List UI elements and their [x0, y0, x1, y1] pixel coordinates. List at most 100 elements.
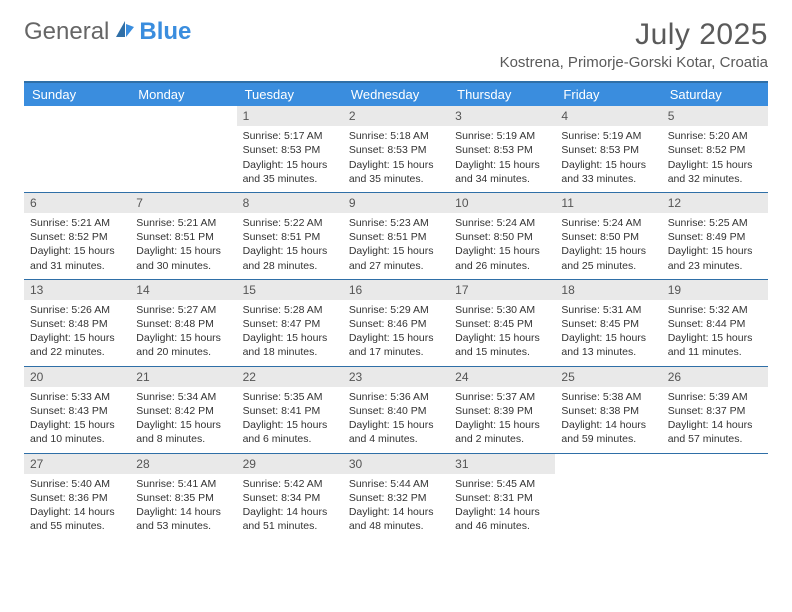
- sunset-line: Sunset: 8:50 PM: [561, 230, 655, 244]
- sunrise-line: Sunrise: 5:20 AM: [668, 129, 762, 143]
- daylight-line: Daylight: 15 hours and 4 minutes.: [349, 418, 443, 446]
- day-cell: 25Sunrise: 5:38 AMSunset: 8:38 PMDayligh…: [555, 367, 661, 453]
- day-number: 25: [555, 367, 661, 387]
- day-cell: 22Sunrise: 5:35 AMSunset: 8:41 PMDayligh…: [237, 367, 343, 453]
- day-cell: 7Sunrise: 5:21 AMSunset: 8:51 PMDaylight…: [130, 193, 236, 279]
- sunset-line: Sunset: 8:46 PM: [349, 317, 443, 331]
- sunset-line: Sunset: 8:45 PM: [561, 317, 655, 331]
- day-number: 26: [662, 367, 768, 387]
- day-number: 15: [237, 280, 343, 300]
- day-number: 31: [449, 454, 555, 474]
- day-cell: 3Sunrise: 5:19 AMSunset: 8:53 PMDaylight…: [449, 106, 555, 192]
- daylight-line: Daylight: 14 hours and 48 minutes.: [349, 505, 443, 533]
- day-cell: 4Sunrise: 5:19 AMSunset: 8:53 PMDaylight…: [555, 106, 661, 192]
- sunrise-line: Sunrise: 5:21 AM: [136, 216, 230, 230]
- sunset-line: Sunset: 8:49 PM: [668, 230, 762, 244]
- day-cell: 5Sunrise: 5:20 AMSunset: 8:52 PMDaylight…: [662, 106, 768, 192]
- day-cell: 16Sunrise: 5:29 AMSunset: 8:46 PMDayligh…: [343, 280, 449, 366]
- sunrise-line: Sunrise: 5:45 AM: [455, 477, 549, 491]
- day-number: 9: [343, 193, 449, 213]
- day-number: 22: [237, 367, 343, 387]
- day-number: [130, 106, 236, 126]
- daylight-line: Daylight: 15 hours and 15 minutes.: [455, 331, 549, 359]
- day-cell: 27Sunrise: 5:40 AMSunset: 8:36 PMDayligh…: [24, 454, 130, 540]
- daylight-line: Daylight: 14 hours and 57 minutes.: [668, 418, 762, 446]
- day-number: 8: [237, 193, 343, 213]
- day-number: 2: [343, 106, 449, 126]
- weekday-label: Monday: [130, 83, 236, 106]
- day-cell: 26 Sunrise: 5:39 AMSunset: 8:37 PMDayligh…: [662, 367, 768, 453]
- daylight-line: Daylight: 15 hours and 25 minutes.: [561, 244, 655, 272]
- daylight-line: Daylight: 15 hours and 20 minutes.: [136, 331, 230, 359]
- day-number: 21: [130, 367, 236, 387]
- sunrise-line: Sunrise: 5:42 AM: [243, 477, 337, 491]
- sunrise-line: Sunrise: 5:31 AM: [561, 303, 655, 317]
- sunset-line: Sunset: 8:52 PM: [30, 230, 124, 244]
- sunrise-line: Sunrise: 5:38 AM: [561, 390, 655, 404]
- weekday-label: Saturday: [662, 83, 768, 106]
- sunrise-line: Sunrise: 5:39 AM: [668, 390, 762, 404]
- day-number: 18: [555, 280, 661, 300]
- day-number: 28: [130, 454, 236, 474]
- sunrise-line: Sunrise: 5:27 AM: [136, 303, 230, 317]
- week-row: 1Sunrise: 5:17 AMSunset: 8:53 PMDaylight…: [24, 106, 768, 192]
- sunrise-line: Sunrise: 5:28 AM: [243, 303, 337, 317]
- day-number: 19: [662, 280, 768, 300]
- sunrise-line: Sunrise: 5:44 AM: [349, 477, 443, 491]
- sunrise-line: Sunrise: 5:32 AM: [668, 303, 762, 317]
- weekday-header: SundayMondayTuesdayWednesdayThursdayFrid…: [24, 83, 768, 106]
- sunset-line: Sunset: 8:35 PM: [136, 491, 230, 505]
- daylight-line: Daylight: 14 hours and 55 minutes.: [30, 505, 124, 533]
- daylight-line: Daylight: 15 hours and 33 minutes.: [561, 158, 655, 186]
- daylight-line: Daylight: 15 hours and 6 minutes.: [243, 418, 337, 446]
- day-number: 23: [343, 367, 449, 387]
- sunrise-line: Sunrise: 5:34 AM: [136, 390, 230, 404]
- day-cell: 2Sunrise: 5:18 AMSunset: 8:53 PMDaylight…: [343, 106, 449, 192]
- sail-icon: [114, 18, 136, 46]
- sunset-line: Sunset: 8:38 PM: [561, 404, 655, 418]
- day-number: 10: [449, 193, 555, 213]
- sunset-line: Sunset: 8:48 PM: [30, 317, 124, 331]
- weekday-label: Thursday: [449, 83, 555, 106]
- day-number: 16: [343, 280, 449, 300]
- week-row: 27Sunrise: 5:40 AMSunset: 8:36 PMDayligh…: [24, 453, 768, 540]
- sunrise-line: Sunrise: 5:36 AM: [349, 390, 443, 404]
- day-cell: 14Sunrise: 5:27 AMSunset: 8:48 PMDayligh…: [130, 280, 236, 366]
- day-number: 1: [237, 106, 343, 126]
- sunset-line: Sunset: 8:41 PM: [243, 404, 337, 418]
- daylight-line: Daylight: 15 hours and 10 minutes.: [30, 418, 124, 446]
- sunrise-line: Sunrise: 5:26 AM: [30, 303, 124, 317]
- day-cell: 12Sunrise: 5:25 AMSunset: 8:49 PMDayligh…: [662, 193, 768, 279]
- day-cell: 1Sunrise: 5:17 AMSunset: 8:53 PMDaylight…: [237, 106, 343, 192]
- sunset-line: Sunset: 8:48 PM: [136, 317, 230, 331]
- brand-logo: General Blue: [24, 18, 191, 46]
- day-cell: 20Sunrise: 5:33 AMSunset: 8:43 PMDayligh…: [24, 367, 130, 453]
- day-cell: 19Sunrise: 5:32 AMSunset: 8:44 PMDayligh…: [662, 280, 768, 366]
- day-cell: 17Sunrise: 5:30 AMSunset: 8:45 PMDayligh…: [449, 280, 555, 366]
- week-row: 6Sunrise: 5:21 AMSunset: 8:52 PMDaylight…: [24, 192, 768, 279]
- sunset-line: Sunset: 8:32 PM: [349, 491, 443, 505]
- empty-cell: [555, 454, 661, 540]
- empty-cell: [662, 454, 768, 540]
- sunset-line: Sunset: 8:40 PM: [349, 404, 443, 418]
- sunset-line: Sunset: 8:52 PM: [668, 143, 762, 157]
- sunset-line: Sunset: 8:37 PM: [668, 404, 762, 418]
- sunset-line: Sunset: 8:53 PM: [243, 143, 337, 157]
- daylight-line: Daylight: 14 hours and 53 minutes.: [136, 505, 230, 533]
- daylight-line: Daylight: 15 hours and 35 minutes.: [243, 158, 337, 186]
- sunrise-line: Sunrise: 5:22 AM: [243, 216, 337, 230]
- sunset-line: Sunset: 8:34 PM: [243, 491, 337, 505]
- weekday-label: Friday: [555, 83, 661, 106]
- sunrise-line: Sunrise: 5:24 AM: [455, 216, 549, 230]
- daylight-line: Daylight: 15 hours and 32 minutes.: [668, 158, 762, 186]
- daylight-line: Daylight: 15 hours and 28 minutes.: [243, 244, 337, 272]
- daylight-line: Daylight: 15 hours and 26 minutes.: [455, 244, 549, 272]
- sunset-line: Sunset: 8:39 PM: [455, 404, 549, 418]
- day-number: 27: [24, 454, 130, 474]
- day-cell: 8Sunrise: 5:22 AMSunset: 8:51 PMDaylight…: [237, 193, 343, 279]
- day-cell: 9Sunrise: 5:23 AMSunset: 8:51 PMDaylight…: [343, 193, 449, 279]
- daylight-line: Daylight: 15 hours and 8 minutes.: [136, 418, 230, 446]
- daylight-line: Daylight: 15 hours and 23 minutes.: [668, 244, 762, 272]
- sunset-line: Sunset: 8:43 PM: [30, 404, 124, 418]
- header: General Blue July 2025 Kostrena, Primorj…: [24, 18, 768, 71]
